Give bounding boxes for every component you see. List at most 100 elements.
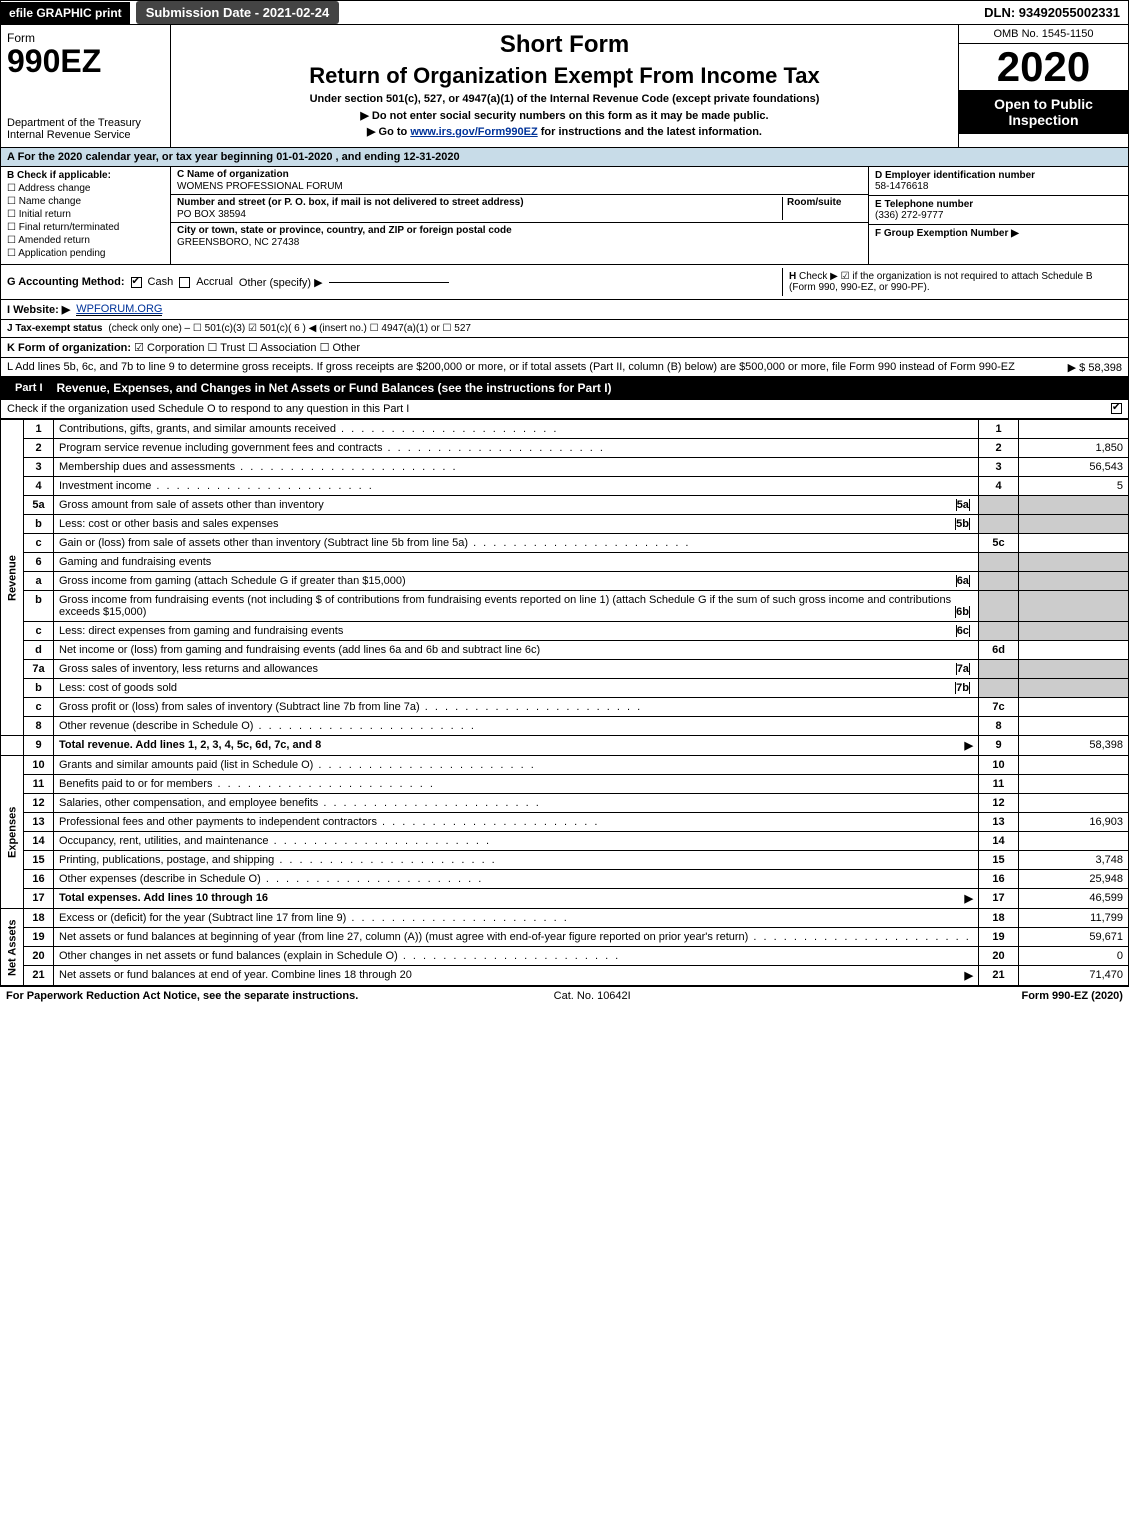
netassets-label: Net Assets	[1, 909, 24, 986]
header-left: Form 990EZ Department of the Treasury In…	[1, 25, 171, 147]
line-21: Net assets or fund balances at end of ye…	[59, 969, 412, 981]
E-lbl: E Telephone number	[875, 199, 1122, 210]
J-text: (check only one) – ☐ 501(c)(3) ☑ 501(c)(…	[108, 323, 471, 334]
dln: DLN: 93492055002331	[976, 1, 1128, 24]
line-6: Gaming and fundraising events	[54, 553, 979, 572]
B-label: B Check if applicable:	[7, 170, 111, 181]
open-public: Open to Public Inspection	[959, 90, 1128, 134]
line-6d: Net income or (loss) from gaming and fun…	[54, 641, 979, 660]
lines-table: Revenue 1Contributions, gifts, grants, a…	[0, 419, 1129, 986]
chk-final[interactable]: ☐ Final return/terminated	[7, 222, 164, 233]
line-2: Program service revenue including govern…	[54, 439, 979, 458]
line-14: Occupancy, rent, utilities, and maintena…	[54, 832, 979, 851]
row-L: L Add lines 5b, 6c, and 7b to line 9 to …	[0, 358, 1129, 377]
C-city: GREENSBORO, NC 27438	[177, 237, 862, 248]
line-10: Grants and similar amounts paid (list in…	[54, 756, 979, 775]
expenses-label: Expenses	[1, 756, 24, 909]
chk-schedule-o[interactable]	[1111, 403, 1122, 414]
K-text: ☑ Corporation ☐ Trust ☐ Association ☐ Ot…	[134, 342, 360, 354]
return-title: Return of Organization Exempt From Incom…	[181, 63, 948, 89]
other-line	[329, 282, 449, 283]
line-18: Excess or (deficit) for the year (Subtra…	[54, 909, 979, 928]
chk-name[interactable]: ☐ Name change	[7, 196, 164, 207]
section-DEF: D Employer identification number 58-1476…	[868, 167, 1128, 264]
header-center: Short Form Return of Organization Exempt…	[171, 25, 958, 147]
line-3: Membership dues and assessments	[54, 458, 979, 477]
under-section: Under section 501(c), 527, or 4947(a)(1)…	[181, 93, 948, 105]
D-val: 58-1476618	[875, 181, 1122, 192]
line-19: Net assets or fund balances at beginning…	[54, 928, 979, 947]
tax-year: 2020	[959, 44, 1128, 90]
line-7a: Gross sales of inventory, less returns a…	[59, 663, 318, 675]
line-9: Total revenue. Add lines 1, 2, 3, 4, 5c,…	[59, 739, 321, 751]
C-addr-lbl: Number and street (or P. O. box, if mail…	[177, 197, 782, 208]
line-16: Other expenses (describe in Schedule O)	[54, 870, 979, 889]
ssn-warn: ▶ Do not enter social security numbers o…	[181, 109, 948, 122]
dept: Department of the Treasury	[7, 117, 164, 129]
I-lbl: I Website: ▶	[7, 303, 70, 316]
L-text: L Add lines 5b, 6c, and 7b to line 9 to …	[7, 361, 1015, 373]
row-G-H: G Accounting Method: Cash Accrual Other …	[0, 265, 1129, 300]
footer: For Paperwork Reduction Act Notice, see …	[0, 986, 1129, 1005]
line-6c: Less: direct expenses from gaming and fu…	[59, 625, 343, 637]
H-box: H Check ▶ ☑ if the organization is not r…	[782, 268, 1122, 296]
line-7c: Gross profit or (loss) from sales of inv…	[54, 698, 979, 717]
efile-print[interactable]: efile GRAPHIC print	[1, 2, 130, 24]
omb: OMB No. 1545-1150	[959, 25, 1128, 44]
line-17: Total expenses. Add lines 10 through 16	[59, 892, 268, 904]
part-label: Part I	[9, 380, 49, 396]
irs-link[interactable]: www.irs.gov/Form990EZ	[410, 126, 537, 138]
header-right: OMB No. 1545-1150 2020 Open to Public In…	[958, 25, 1128, 147]
line-20: Other changes in net assets or fund bala…	[54, 947, 979, 966]
C-name-lbl: C Name of organization	[177, 169, 862, 180]
D-lbl: D Employer identification number	[875, 170, 1122, 181]
part-I-check: Check if the organization used Schedule …	[0, 400, 1129, 419]
section-C: C Name of organization WOMENS PROFESSION…	[171, 167, 868, 264]
row-K: K Form of organization: ☑ Corporation ☐ …	[0, 338, 1129, 358]
footer-left: For Paperwork Reduction Act Notice, see …	[6, 990, 358, 1002]
G-other: Other (specify) ▶	[239, 276, 323, 289]
goto-post: for instructions and the latest informat…	[538, 126, 762, 138]
J-lbl: J Tax-exempt status	[7, 323, 102, 334]
goto-line: ▶ Go to www.irs.gov/Form990EZ for instru…	[181, 125, 948, 138]
footer-mid: Cat. No. 10642I	[554, 990, 631, 1002]
chk-accrual[interactable]	[179, 277, 190, 288]
E-val: (336) 272-9777	[875, 210, 1122, 221]
G-lbl: G Accounting Method:	[7, 276, 125, 288]
line-7b: Less: cost of goods sold	[59, 682, 177, 694]
line-13: Professional fees and other payments to …	[54, 813, 979, 832]
row-J: J Tax-exempt status (check only one) – ☐…	[0, 320, 1129, 338]
C-addr: PO BOX 38594	[177, 209, 782, 220]
chk-initial[interactable]: ☐ Initial return	[7, 209, 164, 220]
short-form: Short Form	[181, 31, 948, 59]
chk-pending[interactable]: ☐ Application pending	[7, 248, 164, 259]
C-name: WOMENS PROFESSIONAL FORUM	[177, 181, 862, 192]
F-lbl: F Group Exemption Number ▶	[875, 228, 1122, 239]
line-6b: Gross income from fundraising events (no…	[59, 594, 951, 618]
website-link[interactable]: WPFORUM.ORG	[76, 303, 162, 316]
footer-right: Form 990-EZ (2020)	[1021, 990, 1122, 1002]
L-amt: ▶ $ 58,398	[1068, 361, 1122, 374]
row-I: I Website: ▶ WPFORUM.ORG	[0, 300, 1129, 320]
chk-cash[interactable]	[131, 277, 142, 288]
line-1: Contributions, gifts, grants, and simila…	[54, 420, 979, 439]
H-text: Check ▶ ☑ if the organization is not req…	[789, 271, 1093, 293]
line-5b: Less: cost or other basis and sales expe…	[59, 518, 279, 530]
top-bar: efile GRAPHIC print Submission Date - 20…	[0, 0, 1129, 25]
form-number: 990EZ	[7, 45, 164, 77]
submission-date: Submission Date - 2021-02-24	[136, 1, 340, 24]
chk-address[interactable]: ☐ Address change	[7, 183, 164, 194]
chk-amended[interactable]: ☐ Amended return	[7, 235, 164, 246]
irs: Internal Revenue Service	[7, 129, 164, 141]
line-5c: Gain or (loss) from sale of assets other…	[54, 534, 979, 553]
part-I-header: Part I Revenue, Expenses, and Changes in…	[0, 377, 1129, 400]
C-city-lbl: City or town, state or province, country…	[177, 225, 862, 236]
line-15: Printing, publications, postage, and shi…	[54, 851, 979, 870]
room-lbl: Room/suite	[782, 197, 862, 220]
K-lbl: K Form of organization:	[7, 342, 131, 354]
form-header: Form 990EZ Department of the Treasury In…	[0, 25, 1129, 148]
section-B: B Check if applicable: ☐ Address change …	[1, 167, 171, 264]
goto-pre: ▶ Go to	[367, 126, 410, 138]
schedule-o-note: Check if the organization used Schedule …	[7, 403, 409, 415]
H-lbl: H	[789, 271, 796, 282]
